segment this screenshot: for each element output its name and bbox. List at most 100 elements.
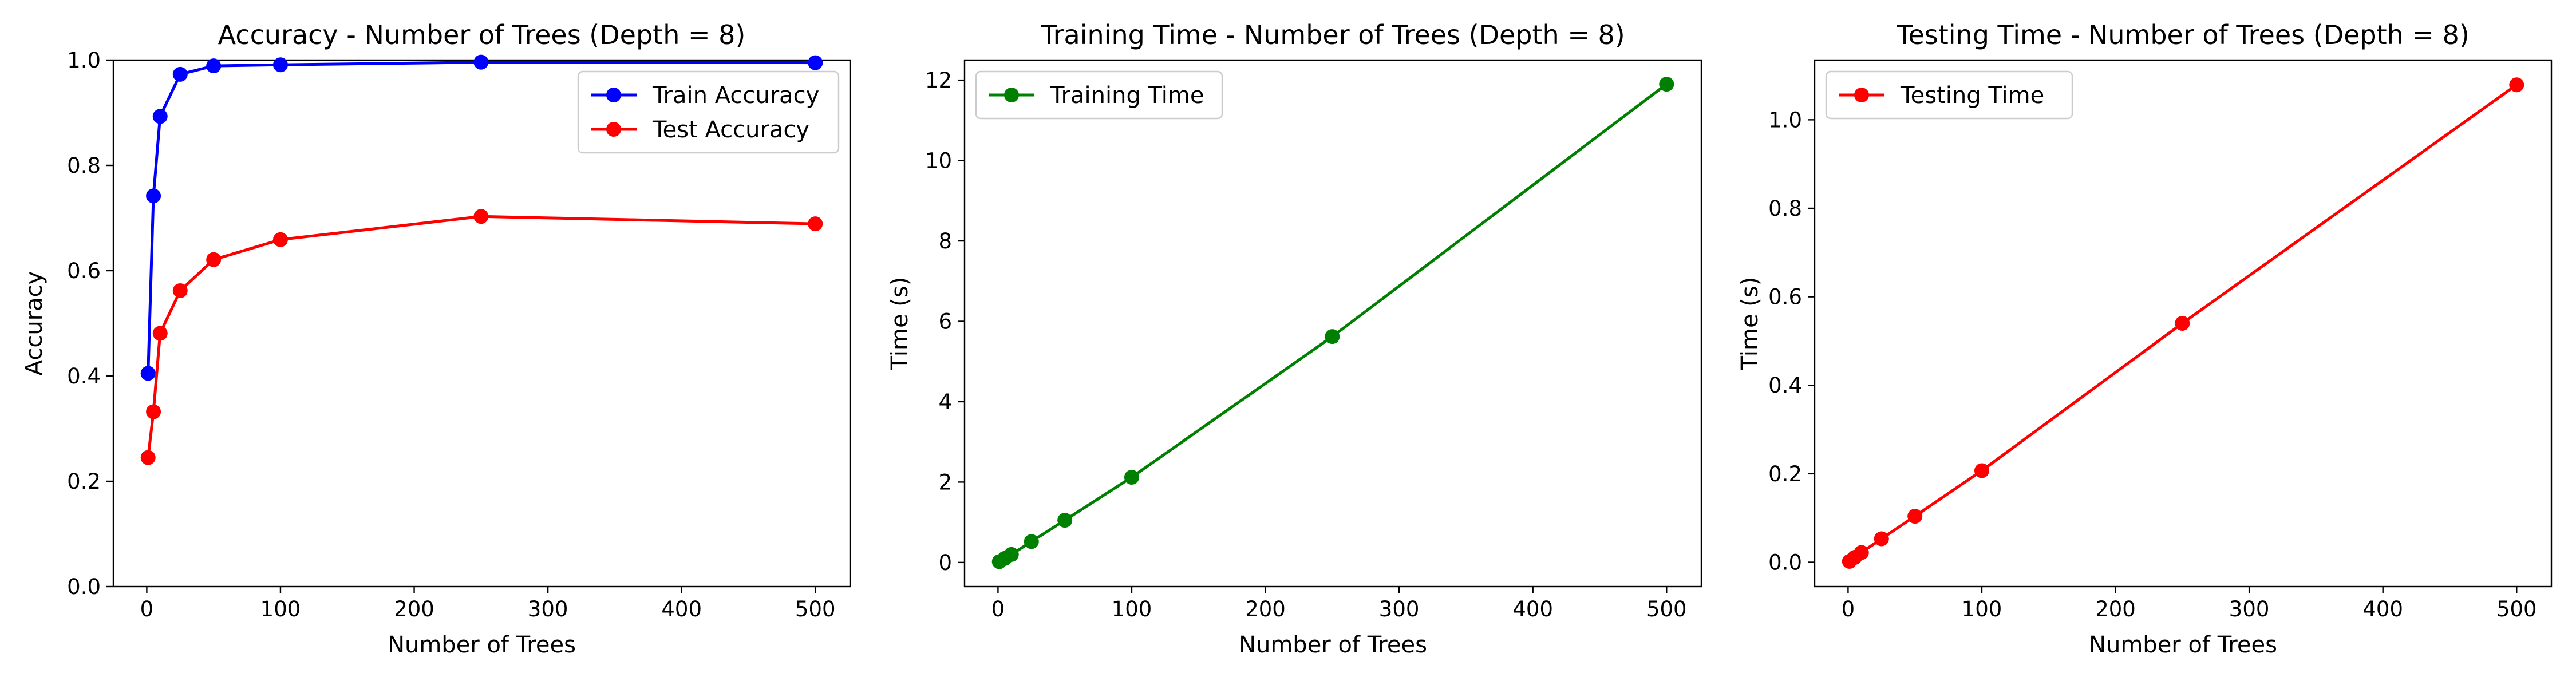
- legend: Train Accuracy Test Accuracy: [577, 70, 840, 154]
- x-tick-label: 300: [528, 597, 568, 621]
- y-tick-label: 0.2: [67, 469, 101, 494]
- data-point: [1854, 545, 1869, 560]
- x-tick-label: 100: [1112, 597, 1152, 621]
- x-tick-label: 0: [140, 597, 154, 621]
- y-tick-label: 0.0: [67, 575, 101, 599]
- y-axis-label: Accuracy: [21, 271, 48, 376]
- chart-3: Testing Time - Number of Trees (Depth = …: [1737, 19, 2553, 658]
- x-tick-label: 200: [2095, 597, 2136, 621]
- data-point: [152, 109, 168, 124]
- x-tick-label: 400: [2362, 597, 2403, 621]
- data-point: [1057, 513, 1073, 528]
- data-point: [206, 58, 222, 74]
- data-point: [473, 209, 489, 224]
- data-point: [1974, 463, 1989, 478]
- x-tick-label: 300: [2229, 597, 2270, 621]
- y-tick-label: 0: [938, 551, 952, 575]
- data-point: [146, 188, 161, 204]
- y-tick-label: 1.0: [67, 48, 101, 73]
- x-axis-label: Number of Trees: [2089, 632, 2277, 658]
- data-point: [2509, 77, 2524, 93]
- y-tick-label: 0.4: [1768, 373, 1802, 398]
- legend-entry: Training Time: [989, 82, 1204, 109]
- chart-title: Testing Time - Number of Trees (Depth = …: [1896, 19, 2470, 50]
- legend-entry: Train Accuracy: [591, 82, 819, 109]
- legend-marker: [1004, 88, 1019, 102]
- y-tick-label: 1.0: [1768, 108, 1802, 132]
- y-tick-label: 0.6: [1768, 285, 1802, 310]
- axes-frame: [963, 59, 1702, 588]
- data-point: [140, 366, 156, 381]
- legend-marker: [606, 88, 621, 102]
- chart-title: Training Time - Number of Trees (Depth =…: [1040, 19, 1625, 50]
- chart-1: Accuracy - Number of Trees (Depth = 8) 0 1…: [21, 19, 851, 658]
- chart-2: Training Time - Number of Trees (Depth =…: [887, 19, 1702, 658]
- y-axis-label: Time (s): [1737, 277, 1763, 371]
- y-tick-label: 0.4: [67, 364, 101, 389]
- data-point: [272, 232, 288, 247]
- data-point: [172, 66, 188, 82]
- data-point: [272, 57, 288, 73]
- x-tick-label: 100: [1962, 597, 2002, 621]
- legend-label: Test Accuracy: [652, 117, 809, 143]
- legend-frame: [577, 70, 840, 154]
- series-training-time: [991, 77, 1674, 569]
- data-point: [473, 54, 489, 70]
- series-test-accuracy: [140, 209, 823, 465]
- x-tick-label: 200: [1245, 597, 1286, 621]
- x-tick-label: 300: [1379, 597, 1420, 621]
- y-axis-label: Time (s): [887, 277, 913, 371]
- x-tick-label: 500: [2496, 597, 2537, 621]
- data-point: [1874, 531, 1889, 547]
- legend: Training Time: [975, 70, 1223, 120]
- legend-entry: Test Accuracy: [591, 117, 809, 143]
- y-tick-label: 0.0: [1768, 550, 1802, 575]
- x-axis-label: Number of Trees: [1239, 632, 1427, 658]
- y-tick-label: 0.8: [67, 153, 101, 178]
- x-axis-label: Number of Trees: [388, 632, 576, 658]
- data-point: [1124, 469, 1139, 485]
- data-point: [1659, 77, 1674, 92]
- x-tick-label: 0: [1842, 597, 1855, 621]
- data-point: [808, 216, 823, 232]
- y-tick-label: 8: [938, 229, 952, 254]
- data-point: [172, 283, 188, 298]
- y-tick-label: 6: [938, 309, 952, 334]
- legend-label: Training Time: [1050, 82, 1204, 109]
- x-tick-label: 400: [661, 597, 702, 621]
- y-tick-label: 12: [925, 68, 952, 93]
- chart-title: Accuracy - Number of Trees (Depth = 8): [218, 19, 746, 50]
- data-point: [140, 450, 156, 465]
- x-tick-label: 500: [795, 597, 836, 621]
- series-line: [147, 61, 817, 375]
- data-point: [146, 404, 161, 419]
- x-tick-label: 200: [394, 597, 434, 621]
- legend-label: Train Accuracy: [652, 82, 819, 109]
- data-point: [2175, 316, 2190, 331]
- legend-marker: [1854, 88, 1869, 102]
- y-tick-label: 4: [938, 390, 952, 414]
- legend-frame: [1825, 70, 2073, 120]
- legend-entry: Testing Time: [1839, 82, 2044, 109]
- legend-marker: [606, 122, 621, 137]
- x-tick-label: 400: [1512, 597, 1553, 621]
- legend: Testing Time: [1825, 70, 2073, 120]
- y-tick-label: 0.2: [1768, 462, 1802, 486]
- y-tick-label: 0.6: [67, 259, 101, 283]
- legend-frame: [975, 70, 1223, 120]
- data-point: [152, 326, 168, 341]
- series-testing-time: [1842, 77, 2524, 569]
- axes-frame: [1814, 59, 2553, 588]
- data-point: [808, 55, 823, 70]
- x-tick-label: 500: [1646, 597, 1687, 621]
- data-point: [1024, 534, 1039, 549]
- y-tick-label: 10: [925, 149, 952, 173]
- data-point: [1907, 509, 1923, 524]
- y-tick-label: 2: [938, 470, 952, 494]
- data-point: [1325, 329, 1340, 344]
- series-line: [147, 215, 817, 460]
- series-train-accuracy: [140, 54, 823, 381]
